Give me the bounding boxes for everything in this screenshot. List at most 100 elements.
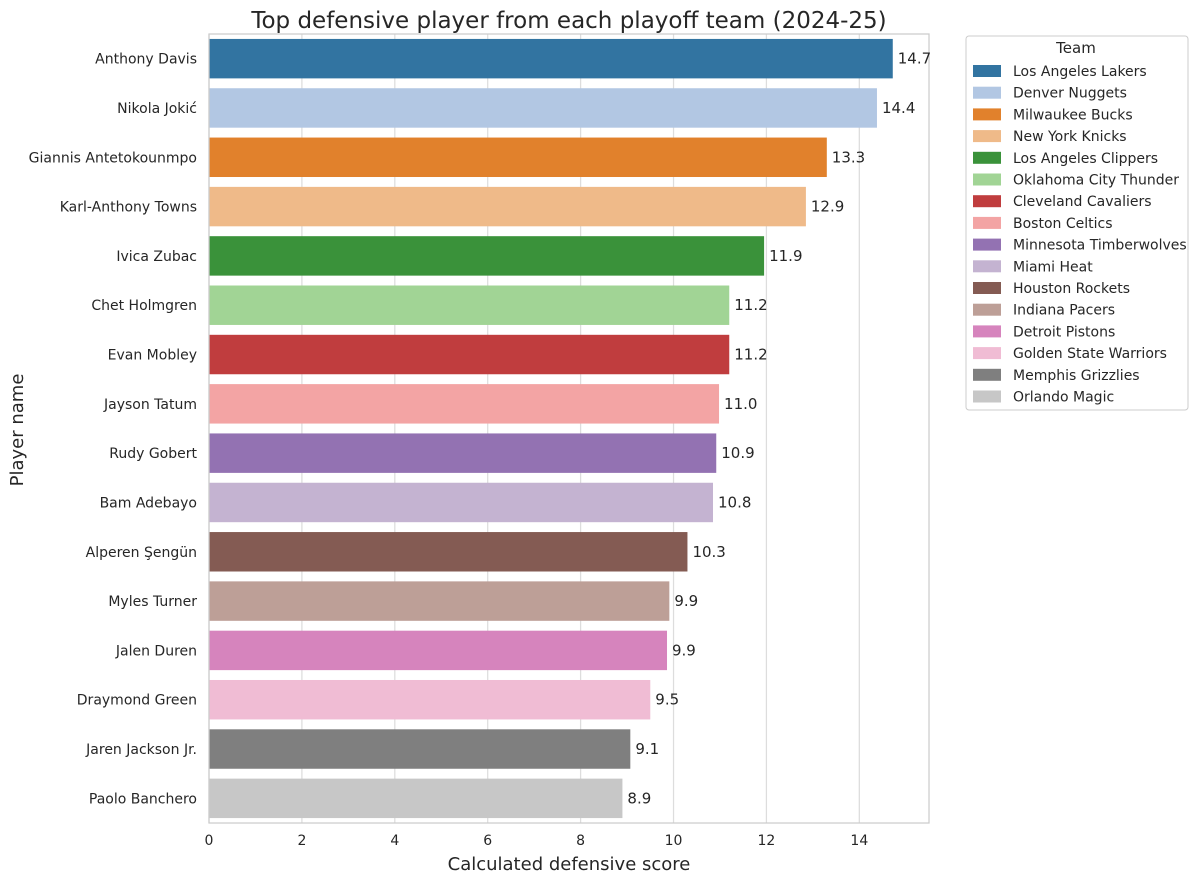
legend-entry-label: Orlando Magic: [1013, 390, 1114, 406]
bar-value-label: 14.4: [882, 99, 915, 117]
legend-swatch: [973, 65, 1001, 77]
bar-value-label: 10.8: [718, 493, 751, 511]
x-tick-label: 6: [483, 833, 492, 849]
bar-value-labels: 14.7 14.4 13.3 12.9 11.9 11.2 11.2 11.0 10.9 10.8…: [627, 50, 931, 808]
y-tick-label: Evan Mobley: [108, 348, 197, 364]
bar: [209, 186, 806, 227]
x-tick-label: 0: [205, 833, 214, 849]
legend-swatch: [973, 325, 1001, 338]
bar-value-label: 13.3: [832, 148, 865, 166]
chart-title: Top defensive player from each playoff t…: [250, 8, 886, 34]
legend-entry-label: Minnesota Timberwolves: [1013, 238, 1187, 254]
legend-entry-label: Oklahoma City Thunder: [1013, 173, 1179, 189]
legend-entry-label: Boston Celtics: [1013, 216, 1113, 232]
x-tick-label: 12: [758, 833, 776, 849]
x-tick-label: 2: [297, 833, 306, 849]
legend-swatch: [973, 195, 1001, 208]
legend-entry-label: Miami Heat: [1013, 259, 1093, 275]
legend-items: Los Angeles Lakers Denver Nuggets Milwauke…: [973, 64, 1187, 406]
legend-entry-label: Denver Nuggets: [1013, 86, 1127, 102]
legend-swatch: [973, 368, 1001, 381]
bar-value-label: 9.1: [635, 740, 659, 758]
y-axis-label: Player name: [7, 374, 28, 487]
y-tick-label: Paolo Banchero: [89, 791, 197, 807]
legend-entry-label: Los Angeles Clippers: [1013, 151, 1158, 167]
bar-value-label: 11.0: [724, 395, 757, 413]
y-tick-label: Draymond Green: [77, 693, 197, 709]
bar-value-label: 9.9: [674, 592, 698, 610]
legend-swatch: [973, 303, 1001, 316]
legend-entry-label: Indiana Pacers: [1013, 303, 1115, 319]
y-tick-label: Ivica Zubac: [116, 249, 197, 265]
y-tick-label: Jayson Tatum: [103, 397, 197, 413]
bars: [209, 38, 893, 819]
legend-swatch: [973, 282, 1001, 294]
bar-value-label: 10.9: [721, 444, 754, 462]
y-tick-label: Chet Holmgren: [91, 298, 197, 314]
y-tick-label: Anthony Davis: [95, 52, 197, 68]
bar-value-label: 9.5: [655, 691, 679, 709]
legend-swatch: [973, 86, 1001, 99]
bar: [209, 236, 765, 276]
bar-value-label: 11.2: [734, 346, 767, 364]
bar: [209, 334, 730, 375]
y-tick-label: Rudy Gobert: [109, 446, 197, 462]
legend-swatch: [973, 260, 1001, 273]
x-tick-label: 8: [576, 833, 585, 849]
bar: [209, 581, 670, 621]
y-tick-label: Jaren Jackson Jr.: [85, 742, 197, 758]
legend-entry-label: Milwaukee Bucks: [1013, 107, 1133, 123]
bar: [209, 729, 631, 769]
bar: [209, 532, 688, 572]
bar: [209, 88, 877, 128]
plot-frame: [208, 33, 930, 824]
x-tick-label: 14: [850, 833, 868, 849]
bar: [209, 679, 651, 720]
legend-swatch: [973, 108, 1001, 121]
bar-value-label: 8.9: [627, 789, 651, 807]
bar-value-label: 10.3: [692, 543, 725, 561]
legend-entry-label: Detroit Pistons: [1013, 324, 1115, 340]
x-axis-label: Calculated defensive score: [448, 854, 691, 875]
legend-swatch: [973, 216, 1001, 229]
legend-entry-label: New York Knicks: [1013, 129, 1127, 145]
y-tick-label: Alperen Şengün: [86, 545, 197, 561]
bar-value-label: 11.2: [734, 296, 767, 314]
bar: [209, 630, 668, 671]
x-ticks: 0 2 4 6 8 10 12 14: [205, 833, 869, 849]
legend-swatch: [973, 390, 1001, 403]
bar: [209, 778, 623, 819]
legend-swatch: [973, 151, 1001, 164]
legend-entry-label: Memphis Grizzlies: [1013, 368, 1140, 384]
legend-title: Team: [1055, 39, 1096, 57]
bar: [209, 137, 827, 178]
y-tick-label: Nikola Jokić: [117, 101, 197, 117]
y-tick-label: Giannis Antetokounmpo: [29, 150, 197, 166]
legend-entry-label: Cleveland Cavaliers: [1013, 194, 1152, 210]
bar: [209, 285, 730, 325]
legend-entry-label: Houston Rockets: [1013, 281, 1130, 297]
legend: Team Los Angeles Lakers Denver Nuggets Mil…: [965, 35, 1189, 411]
bar-value-label: 9.9: [672, 641, 696, 659]
bar: [209, 433, 717, 473]
legend-swatch: [973, 130, 1001, 143]
legend-frame: [965, 35, 1189, 411]
y-ticks: Anthony Davis Nikola Jokić Giannis Antetok…: [29, 52, 198, 808]
legend-entry-label: Golden State Warriors: [1013, 346, 1167, 362]
bar-value-label: 14.7: [898, 50, 931, 68]
y-tick-label: Jalen Duren: [115, 643, 197, 659]
bar: [209, 384, 720, 424]
legend-swatch: [973, 238, 1001, 251]
bar-value-label: 12.9: [811, 198, 844, 216]
legend-swatch: [973, 173, 1001, 186]
bar: [209, 38, 893, 79]
y-tick-label: Myles Turner: [108, 594, 197, 610]
bar: [209, 482, 713, 523]
x-tick-label: 10: [665, 833, 683, 849]
legend-swatch: [973, 347, 1001, 360]
bar-value-label: 11.9: [769, 247, 802, 265]
legend-entry-label: Los Angeles Lakers: [1013, 64, 1147, 80]
x-tick-label: 4: [390, 833, 399, 849]
y-tick-label: Bam Adebayo: [100, 495, 197, 511]
